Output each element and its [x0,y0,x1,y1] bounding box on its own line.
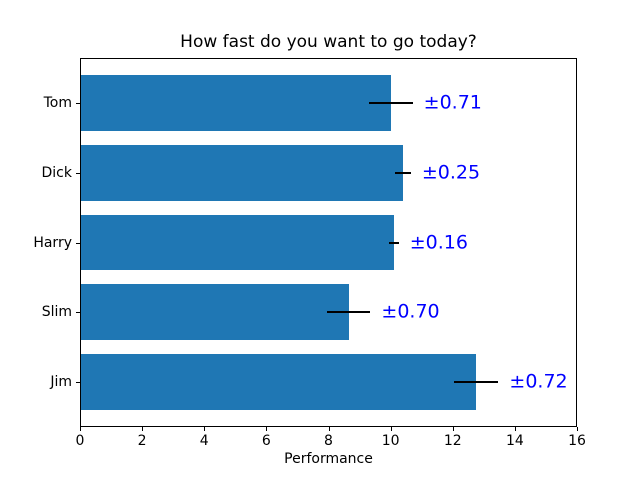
error-label-tom: ±0.71 [423,91,482,114]
x-tick-label: 0 [75,433,85,449]
bar-harry [81,214,394,271]
bar-jim [81,354,477,411]
y-tick-mark [76,242,80,244]
error-bar-jim [453,381,499,384]
error-bar-harry [388,241,399,244]
x-tick-label: 6 [261,433,271,449]
x-tick-mark [390,427,392,431]
y-tick-mark [76,172,80,174]
error-bar-dick [395,171,411,174]
x-tick-label: 4 [199,433,209,449]
bar-dick [81,144,404,201]
chart-title: How fast do you want to go today? [180,32,477,52]
x-tick-mark [328,427,330,431]
x-tick-mark [266,427,268,431]
error-bar-slim [326,311,371,314]
y-tick-mark [76,382,80,384]
y-tick-label-jim: Jim [50,374,72,391]
x-tick-label: 2 [137,433,147,449]
bar-slim [81,284,349,341]
x-tick-mark [577,427,578,431]
error-label-dick: ±0.25 [421,161,481,184]
x-tick-mark [452,427,454,431]
error-bar-tom [368,101,413,104]
error-label-slim: ±0.70 [381,300,440,323]
y-tick-label-slim: Slim [41,304,72,321]
bar-tom [81,74,391,131]
x-tick-label: 10 [381,433,400,449]
x-tick-mark [142,427,144,431]
error-label-harry: ±0.16 [409,231,468,253]
y-tick-label-tom: Tom [43,94,72,111]
y-tick-label-harry: Harry [33,234,72,251]
x-tick-mark [204,427,206,431]
x-tick-label: 16 [568,433,586,449]
x-tick-mark [514,427,516,431]
x-tick-mark [80,427,81,431]
y-tick-label-dick: Dick [41,164,72,181]
x-tick-label: 8 [324,433,333,449]
error-label-jim: ±0.72 [509,370,568,393]
y-tick-mark [76,102,80,104]
x-axis-label: Performance [284,451,373,467]
y-tick-mark [76,312,80,314]
x-tick-label: 12 [443,433,462,449]
x-tick-label: 14 [505,433,524,449]
